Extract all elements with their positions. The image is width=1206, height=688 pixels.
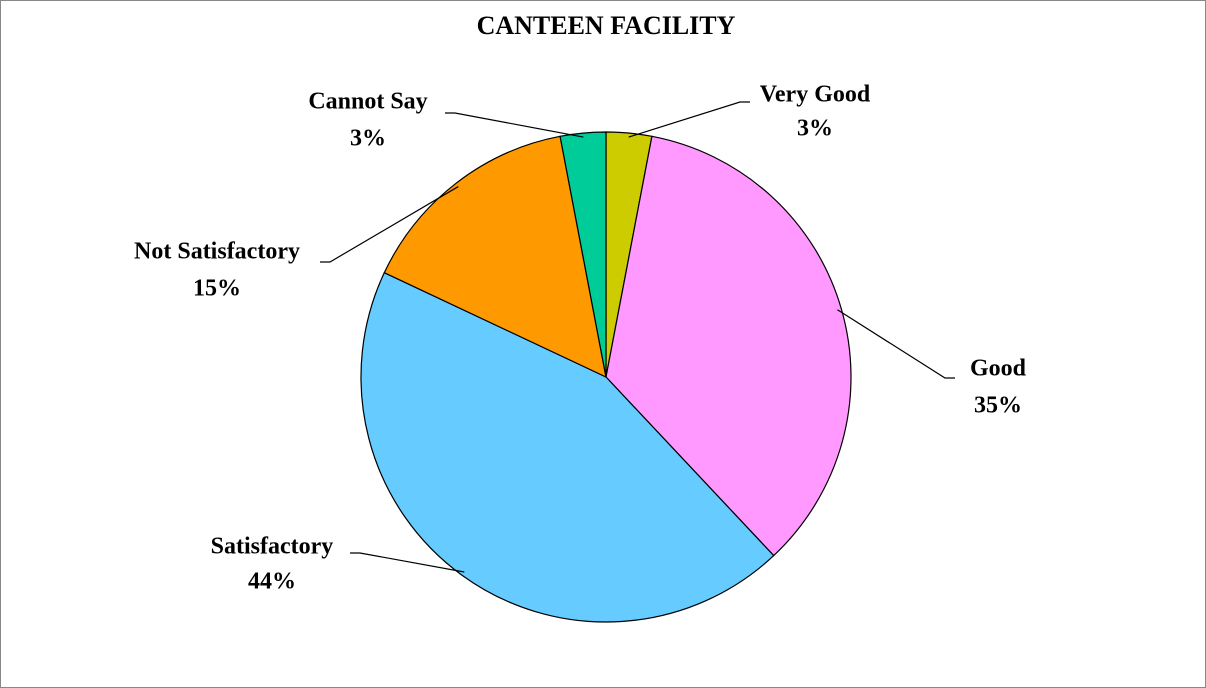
leader-line bbox=[837, 309, 955, 379]
slice-label: Cannot Say bbox=[308, 89, 427, 115]
leader-line bbox=[320, 186, 459, 263]
slice-value-label: 3% bbox=[350, 126, 386, 152]
pie-slice bbox=[559, 131, 607, 378]
slice-label: Satisfactory bbox=[211, 534, 334, 560]
pie-slice bbox=[360, 271, 775, 623]
slice-label: Not Satisfactory bbox=[134, 239, 300, 265]
leader-line bbox=[445, 112, 584, 138]
leader-line bbox=[628, 101, 750, 138]
slice-value-label: 15% bbox=[193, 276, 241, 302]
pie-slice bbox=[383, 135, 607, 379]
slice-value-label: 44% bbox=[248, 569, 296, 595]
slice-value-label: 3% bbox=[797, 116, 833, 142]
leader-line bbox=[350, 552, 465, 573]
slice-label: Good bbox=[970, 356, 1027, 382]
pie-slice bbox=[605, 135, 852, 557]
slice-value-label: 35% bbox=[974, 393, 1022, 419]
slice-label: Very Good bbox=[760, 82, 871, 108]
chart-title: CANTEEN FACILITY bbox=[477, 11, 736, 40]
